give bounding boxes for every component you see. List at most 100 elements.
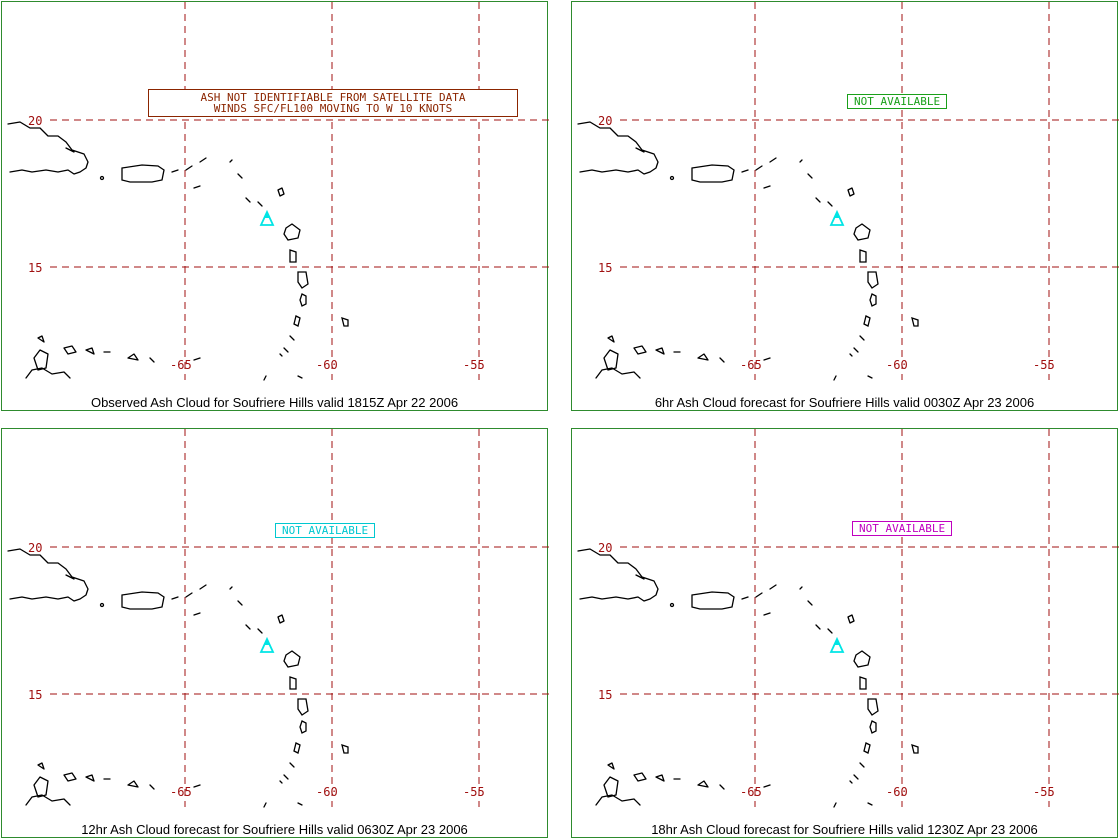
islands-grenadines [849,762,865,784]
island-dominica [289,249,297,263]
ash-status-notice: NOT AVAILABLE [847,94,948,109]
island-barbados [911,317,919,327]
notice-line: NOT AVAILABLE [282,524,369,537]
ash-map-panel-12hr: 20 15 -65 -60 -55 NOT AVAILABLE 12hr Ash Cloud… [1,428,549,838]
island-puerto-rico [691,164,735,183]
lat-label: 20 [28,541,42,555]
panel-caption: 18hr Ash Cloud forecast for Soufriere Hi… [651,822,1038,837]
island-barbados [911,744,919,754]
volcano-summit-mark [265,641,269,645]
island-puerto-rico [691,591,735,610]
volcano-marker-icon [259,209,275,226]
coastline-south-america [25,762,303,808]
islands-leeward [229,586,285,634]
coastline-hispaniola [7,548,89,602]
map-canvas: 20 15 -65 -60 -55 [577,429,1119,808]
islands-leeward [229,159,285,207]
map-canvas: 20 15 -65 -60 -55 [577,2,1119,381]
lon-label: -55 [463,358,485,372]
lon-label: -60 [886,785,908,799]
islands-grenadines [849,335,865,357]
island-barbados [341,744,349,754]
island-small [99,175,105,181]
notice-line: ASH NOT IDENTIFIABLE FROM SATELLITE DATA [200,91,466,104]
island-puerto-rico [121,164,165,183]
islands-leeward [799,159,855,207]
lon-label: -60 [886,358,908,372]
lon-label: -55 [1033,785,1055,799]
island-st-lucia [869,293,877,307]
island-guadeloupe [853,650,871,668]
coastline-hispaniola [577,121,659,175]
panel-caption: Observed Ash Cloud for Soufriere Hills v… [90,395,459,410]
islands-virgin [171,584,207,616]
lat-label: 15 [598,261,612,275]
coastline-south-america [595,762,873,808]
island-martinique [297,698,309,716]
islands-grenadines [279,762,295,784]
volcano-marker-icon [829,636,845,653]
lon-label: -65 [740,785,762,799]
ash-map-panel-6hr: 20 15 -65 -60 -55 NOT AVAILABLE 6hr Ash Cloud … [571,1,1119,411]
island-small [669,602,675,608]
lat-label: 15 [28,688,42,702]
lat-label: 20 [598,114,612,128]
volcano-summit-mark [835,641,839,645]
coastline-hispaniola [577,548,659,602]
coastline-hispaniola [7,121,89,175]
island-guadeloupe [283,650,301,668]
islands-virgin [171,157,207,189]
island-st-vincent [863,742,871,754]
notice-line: WINDS SFC/FL100 MOVING TO W 10 KNOTS [213,102,453,115]
island-st-lucia [299,720,307,734]
island-small [669,175,675,181]
lon-label: -65 [170,785,192,799]
ash-status-notice: NOT AVAILABLE [275,523,376,538]
coastline-south-america [25,335,303,381]
island-st-vincent [293,315,301,327]
island-dominica [859,676,867,690]
lon-label: -65 [170,358,192,372]
island-martinique [867,271,879,289]
island-martinique [297,271,309,289]
island-puerto-rico [121,591,165,610]
volcano-summit-mark [835,214,839,218]
lon-label: -60 [316,358,338,372]
islands-virgin [741,584,777,616]
island-guadeloupe [853,223,871,241]
volcano-summit-mark [265,214,269,218]
island-st-vincent [293,742,301,754]
notice-line: NOT AVAILABLE [859,522,946,535]
volcano-marker-icon [259,636,275,653]
island-st-lucia [299,293,307,307]
map-canvas: 20 15 -65 -60 -55 [7,429,549,808]
islands-leeward [799,586,855,634]
island-guadeloupe [283,223,301,241]
lat-label: 20 [598,541,612,555]
ash-map-panel-18hr: 20 15 -65 -60 -55 NOT AVAILABLE 18hr Ash Cloud… [571,428,1119,838]
island-small [99,602,105,608]
islands-grenadines [279,335,295,357]
coastline-south-america [595,335,873,381]
panel-caption: 12hr Ash Cloud forecast for Soufriere Hi… [81,822,468,837]
lon-label: -65 [740,358,762,372]
ash-status-notice: ASH NOT IDENTIFIABLE FROM SATELLITE DATA… [148,89,518,117]
island-martinique [867,698,879,716]
island-barbados [341,317,349,327]
lon-label: -60 [316,785,338,799]
ash-status-notice: NOT AVAILABLE [852,521,953,536]
lat-label: 15 [28,261,42,275]
island-dominica [289,676,297,690]
island-st-vincent [863,315,871,327]
panel-caption: 6hr Ash Cloud forecast for Soufriere Hil… [654,395,1035,410]
island-dominica [859,249,867,263]
volcano-marker-icon [829,209,845,226]
lon-label: -55 [1033,358,1055,372]
lon-label: -55 [463,785,485,799]
map-canvas: 20 15 -65 -60 -55 [7,2,549,381]
lat-label: 20 [28,114,42,128]
islands-virgin [741,157,777,189]
lat-label: 15 [598,688,612,702]
notice-line: NOT AVAILABLE [854,95,941,108]
ash-map-panel-observed: 20 15 -65 -60 -55 ASH NOT IDENTIFIABLE FROM S… [1,1,549,411]
